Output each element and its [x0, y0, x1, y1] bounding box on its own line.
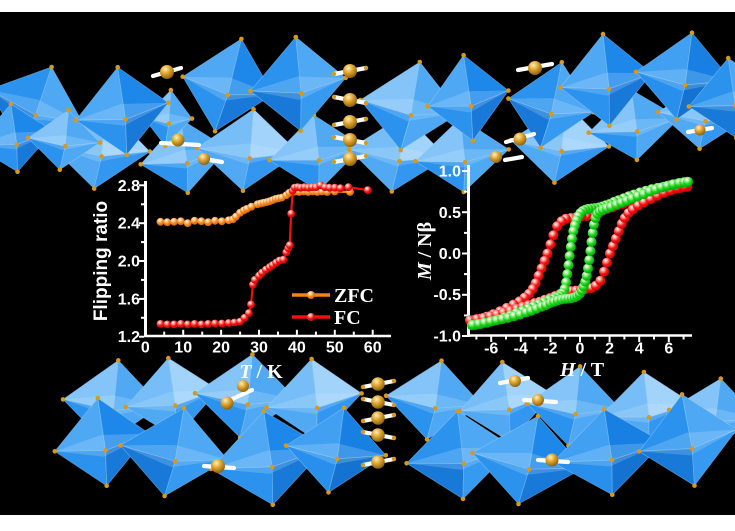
svg-text:FC: FC [334, 307, 361, 329]
svg-text:20: 20 [212, 340, 230, 357]
svg-text:30: 30 [250, 340, 268, 357]
svg-text:1.2: 1.2 [118, 329, 140, 346]
svg-text:-0.5: -0.5 [433, 287, 461, 304]
svg-text:1.6: 1.6 [118, 291, 140, 308]
svg-text:ZFC: ZFC [334, 285, 374, 307]
svg-text:-4: -4 [514, 341, 528, 358]
svg-text:2: 2 [605, 341, 614, 358]
svg-text:2.4: 2.4 [118, 216, 140, 233]
svg-text:0.5: 0.5 [439, 205, 461, 222]
svg-text:-1.0: -1.0 [433, 329, 461, 346]
svg-text:2.8: 2.8 [118, 178, 140, 195]
svg-text:50: 50 [326, 340, 344, 357]
svg-text:6: 6 [664, 341, 673, 358]
svg-text:0: 0 [576, 341, 585, 358]
svg-text:40: 40 [288, 340, 306, 357]
svg-text:T / K: T / K [239, 361, 283, 383]
svg-text:-2: -2 [543, 341, 557, 358]
svg-text:2.0: 2.0 [118, 254, 140, 271]
svg-text:H / T: H / T [559, 359, 605, 381]
svg-text:0: 0 [141, 340, 150, 357]
svg-text:1.0: 1.0 [439, 164, 461, 181]
svg-text:M / Nβ: M / Nβ [414, 222, 436, 281]
svg-text:4: 4 [635, 341, 644, 358]
svg-text:-6: -6 [484, 341, 498, 358]
svg-text:10: 10 [174, 340, 192, 357]
svg-text:60: 60 [364, 340, 382, 357]
svg-text:Flipping ratio: Flipping ratio [91, 201, 112, 321]
svg-text:0.0: 0.0 [439, 246, 461, 263]
